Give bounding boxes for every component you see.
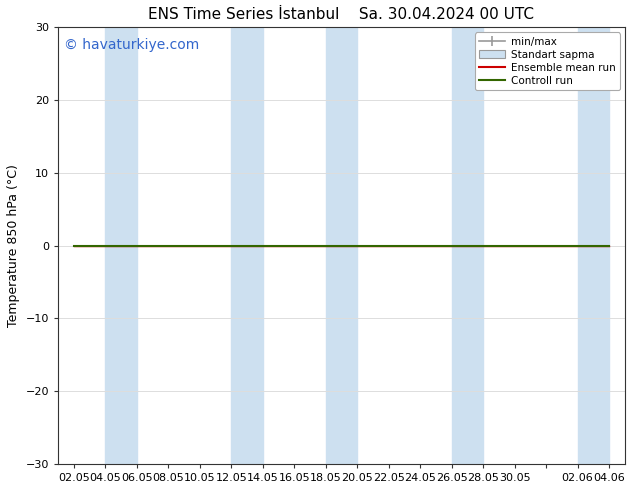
Text: © havaturkiye.com: © havaturkiye.com xyxy=(63,38,199,52)
Bar xyxy=(578,27,609,464)
Bar xyxy=(105,27,137,464)
Bar xyxy=(326,27,357,464)
Legend: min/max, Standart sapma, Ensemble mean run, Controll run: min/max, Standart sapma, Ensemble mean r… xyxy=(476,32,619,90)
Bar xyxy=(231,27,262,464)
Bar xyxy=(451,27,483,464)
Y-axis label: Temperature 850 hPa (°C): Temperature 850 hPa (°C) xyxy=(7,164,20,327)
Title: ENS Time Series İstanbul    Sa. 30.04.2024 00 UTC: ENS Time Series İstanbul Sa. 30.04.2024 … xyxy=(148,7,534,22)
